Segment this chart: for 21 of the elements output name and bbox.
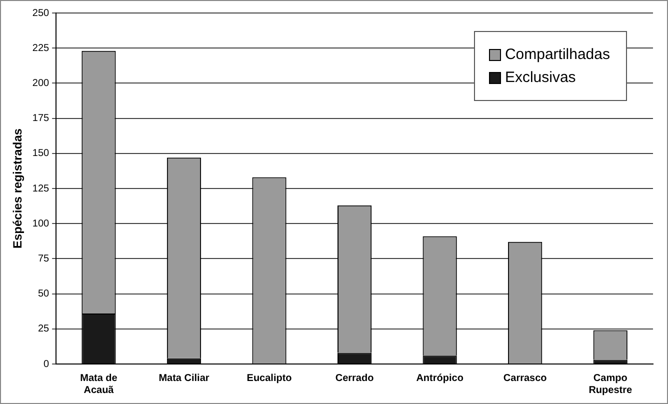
y-tick-label: 125: [32, 183, 50, 194]
y-tick-label: 75: [38, 253, 50, 264]
y-tick-label: 200: [32, 78, 50, 89]
x-tick-label: Eucalipto: [246, 372, 292, 384]
y-tick-label: 0: [44, 358, 50, 370]
y-tick-label: 150: [32, 148, 50, 160]
legend-label: Exclusivas: [504, 69, 576, 86]
y-tick-label: 50: [38, 288, 50, 300]
y-tick-label: 225: [32, 42, 50, 54]
x-tick-label: Campo Rupestre: [588, 372, 632, 396]
x-tick-label: Cerrado: [335, 372, 374, 384]
y-tick-label: 25: [38, 324, 50, 335]
x-tick-label: Mata Ciliar: [158, 372, 210, 384]
x-tick-label: Mata de Acauã: [80, 372, 118, 396]
y-tick-label: 100: [32, 218, 50, 230]
legend-label: Compartilhadas: [504, 46, 610, 63]
y-tick-label: 175: [32, 113, 50, 124]
y-tick-label: 250: [32, 8, 50, 19]
x-tick-label: Antrópico: [416, 372, 464, 384]
x-tick-label: Carrasco: [503, 372, 547, 384]
y-axis-title: Espécies registradas: [10, 128, 25, 249]
